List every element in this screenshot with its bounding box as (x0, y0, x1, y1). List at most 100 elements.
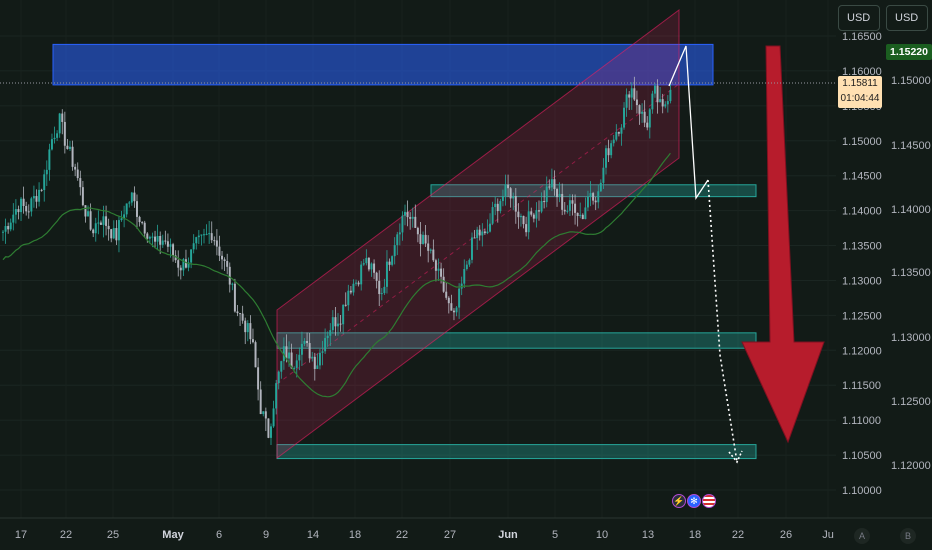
candle-body (398, 232, 401, 235)
candle-body (589, 193, 592, 197)
candle-body (270, 426, 272, 438)
x-tick: 14 (307, 529, 319, 541)
y-tick-left: 1.10000 (842, 485, 882, 497)
candle-body (525, 224, 528, 233)
flash-icon[interactable]: ⚡ (672, 494, 686, 508)
candle-body (519, 215, 522, 218)
candle-body (177, 260, 180, 268)
y-tick-right: 1.12000 (891, 460, 931, 472)
candle-body (561, 193, 564, 210)
candle-body (128, 202, 131, 204)
x-tick: 13 (642, 529, 654, 541)
candle-body (558, 193, 561, 198)
candle-body (610, 143, 613, 156)
candle-body (221, 255, 224, 260)
candle-body (496, 203, 499, 212)
candle-body (236, 311, 239, 314)
event-icons[interactable]: ⚡ ✻ (672, 494, 716, 508)
candle-body (249, 323, 252, 340)
candle-body (424, 234, 427, 244)
candle-body (30, 198, 33, 212)
x-tick: 22 (732, 529, 744, 541)
candle-body (239, 313, 242, 315)
candle-body (136, 201, 138, 217)
x-tick: 9 (263, 529, 269, 541)
candle-body (643, 111, 646, 123)
candle-body (92, 229, 95, 234)
currency-button-left[interactable]: USD (838, 5, 880, 31)
candle-body (401, 215, 404, 233)
candle-body (607, 148, 610, 156)
candle-body (76, 169, 79, 179)
candle-body (300, 343, 303, 355)
candle-body (306, 340, 309, 344)
candle-body (597, 191, 600, 203)
candle-body (429, 249, 432, 251)
candle-body (339, 323, 342, 325)
candle-body (14, 209, 17, 215)
candle-body (154, 236, 157, 242)
candle-body (365, 257, 368, 264)
candle-body (94, 223, 97, 234)
log-scale-button[interactable]: B (900, 528, 916, 544)
candle-body (326, 335, 329, 339)
candle-body (385, 261, 388, 287)
candle-body (280, 361, 283, 372)
candle-body (215, 240, 218, 247)
candle-body (203, 234, 205, 236)
candle-body (303, 340, 306, 344)
candle-body (264, 411, 267, 419)
x-tick: 22 (60, 529, 72, 541)
candle-body (362, 263, 365, 265)
candle-body (440, 268, 443, 277)
candle-body (182, 259, 185, 271)
time-axis[interactable] (0, 518, 886, 550)
candle-body (494, 203, 497, 208)
candle-body (522, 215, 525, 225)
candle-body (352, 283, 355, 293)
candle-body (574, 203, 577, 213)
current-price-value: 1.15811 (842, 78, 878, 89)
candle-body (148, 236, 151, 239)
candle-body (190, 249, 193, 263)
candle-body (20, 198, 23, 213)
candle-body (347, 290, 350, 306)
candle-body (419, 234, 422, 244)
candle-body (262, 411, 265, 415)
candle-body (32, 196, 35, 199)
candle-body (17, 209, 20, 213)
auto-scale-button[interactable]: A (854, 528, 870, 544)
candle-body (69, 146, 71, 149)
currency-button-right[interactable]: USD (886, 5, 928, 31)
candle-body (331, 317, 334, 331)
x-tick: 6 (216, 529, 222, 541)
candle-body (45, 169, 48, 175)
projection-arrowhead (728, 450, 743, 464)
current-price-tag: 1.15811 01:04:44 (838, 76, 882, 108)
candle-body (138, 216, 141, 223)
candle-body (161, 240, 164, 245)
y-tick-right: 1.15000 (891, 75, 931, 87)
candle-body (184, 259, 187, 268)
candle-body (664, 104, 667, 107)
candle-body (373, 263, 376, 273)
crypto-icon[interactable]: ✻ (687, 494, 701, 508)
candle-body (396, 234, 399, 246)
us-flag-icon[interactable] (702, 494, 716, 508)
candle-body (641, 111, 644, 114)
candle-body (43, 174, 46, 190)
candle-body (514, 196, 517, 212)
candle-body (179, 267, 182, 271)
candle-body (117, 220, 120, 241)
projection-path (668, 45, 743, 464)
candle-body (656, 85, 659, 103)
candle-body (471, 237, 473, 260)
candle-body (476, 229, 479, 239)
right-price-scale[interactable] (886, 0, 932, 518)
candle-body (576, 212, 579, 216)
candle-body (486, 231, 489, 234)
candle-body (404, 211, 406, 216)
candle-body (195, 237, 198, 244)
right-axis-labels: 1.15000 1.14500 1.14000 1.13500 1.13000 1.125… (891, 75, 931, 472)
